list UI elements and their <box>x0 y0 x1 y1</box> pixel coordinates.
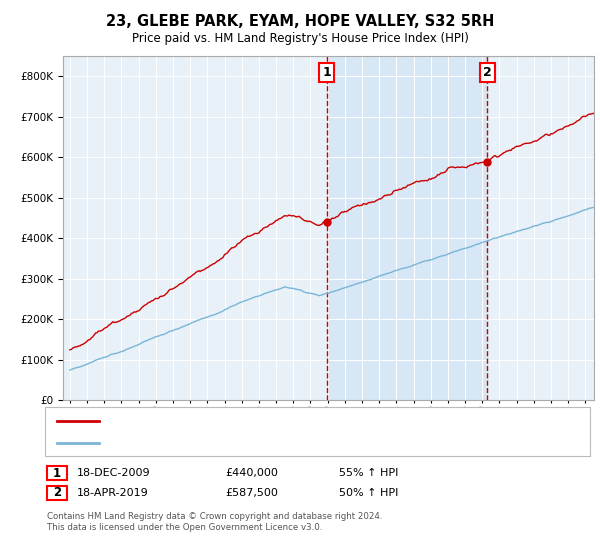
Text: 23, GLEBE PARK, EYAM, HOPE VALLEY, S32 5RH: 23, GLEBE PARK, EYAM, HOPE VALLEY, S32 5… <box>106 14 494 29</box>
Text: 23, GLEBE PARK, EYAM, HOPE VALLEY, S32 5RH (detached house): 23, GLEBE PARK, EYAM, HOPE VALLEY, S32 5… <box>105 416 446 426</box>
Text: 50% ↑ HPI: 50% ↑ HPI <box>339 488 398 498</box>
Bar <box>327 56 487 400</box>
Text: 18-APR-2019: 18-APR-2019 <box>77 488 149 498</box>
Text: 2: 2 <box>483 66 491 79</box>
Text: Price paid vs. HM Land Registry's House Price Index (HPI): Price paid vs. HM Land Registry's House … <box>131 32 469 45</box>
Text: 1: 1 <box>53 466 61 480</box>
Text: £587,500: £587,500 <box>225 488 278 498</box>
Text: 2: 2 <box>53 486 61 500</box>
Text: 1: 1 <box>323 66 331 79</box>
Text: 18-DEC-2009: 18-DEC-2009 <box>77 468 151 478</box>
Text: HPI: Average price, detached house, Derbyshire Dales: HPI: Average price, detached house, Derb… <box>105 437 388 447</box>
Text: Contains HM Land Registry data © Crown copyright and database right 2024.
This d: Contains HM Land Registry data © Crown c… <box>47 512 382 532</box>
Text: £440,000: £440,000 <box>225 468 278 478</box>
Text: 55% ↑ HPI: 55% ↑ HPI <box>339 468 398 478</box>
